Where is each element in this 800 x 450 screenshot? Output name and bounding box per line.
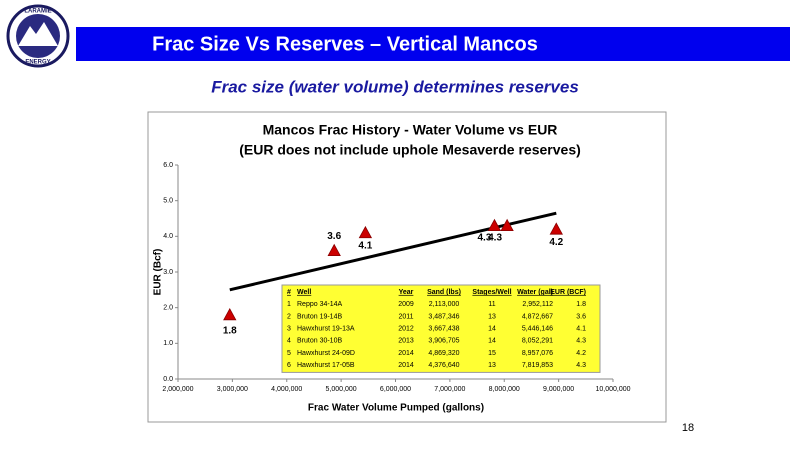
trendline <box>229 211 557 292</box>
table-cell: 2,952,112 <box>522 301 553 308</box>
table-cell: 13 <box>488 362 496 369</box>
logo-top: LARAMIE <box>24 9 51 15</box>
table-cell: Hawxhurst 17-05B <box>297 362 355 369</box>
data-label: 4.3 <box>478 232 492 243</box>
table-background <box>281 284 601 373</box>
logo-mountains <box>18 22 58 46</box>
table-cell: 4.1 <box>576 326 586 333</box>
page-number: 18 <box>682 422 694 434</box>
table-cell: 6 <box>287 362 291 369</box>
x-tick-label: 9,000,000 <box>543 386 574 393</box>
table-cell: 8,957,076 <box>522 350 553 357</box>
table-cell: 2014 <box>398 350 414 357</box>
table-cell: Bruton 19-14B <box>297 313 342 320</box>
data-point <box>549 222 563 235</box>
table-cell: 2009 <box>398 301 414 308</box>
data-label: 4.2 <box>549 237 563 248</box>
table-cell: 2,113,000 <box>429 301 460 308</box>
data-label: 4.3 <box>488 232 502 243</box>
data-point <box>327 243 341 257</box>
table-cell: 4 <box>287 338 291 345</box>
table-cell: 2011 <box>398 313 413 320</box>
chart-title: Mancos Frac History - Water Volume vs EU… <box>263 122 558 138</box>
y-axis-label: EUR (Bcf) <box>153 249 164 296</box>
table-header: Stages/Well <box>472 289 511 296</box>
table-header: Well <box>297 289 311 296</box>
chart-frame <box>147 111 667 423</box>
data-point <box>500 218 514 232</box>
data-label: 3.6 <box>327 231 341 242</box>
table-cell: 2013 <box>398 338 414 345</box>
title-bar <box>76 27 790 61</box>
table-cell: 4,376,640 <box>428 362 459 369</box>
x-tick-label: 5,000,000 <box>326 386 357 393</box>
table-cell: 4.3 <box>576 362 586 369</box>
table-header: EUR (BCF) <box>550 289 586 296</box>
y-tick-label: 0.0 <box>163 376 173 383</box>
table-cell: 3,487,346 <box>428 313 459 320</box>
x-tick-label: 7,000,000 <box>434 386 465 393</box>
table-cell: Hawxhurst 19-13A <box>297 326 355 333</box>
data-point <box>223 307 237 321</box>
logo: LARAMIE ENERGY <box>6 4 70 68</box>
table-header: Sand (lbs) <box>427 289 461 296</box>
x-axis-label: Frac Water Volume Pumped (gallons) <box>308 403 484 414</box>
data-label: 4.1 <box>358 240 372 251</box>
table-cell: 3,667,438 <box>428 326 459 333</box>
y-tick-label: 6.0 <box>163 162 173 169</box>
table-cell: 3.6 <box>576 313 586 320</box>
chart-title: (EUR does not include uphole Mesaverde r… <box>239 142 581 158</box>
x-tick-label: 8,000,000 <box>489 386 520 393</box>
table-header: # <box>287 289 291 296</box>
table-cell: 5 <box>287 350 291 357</box>
table-cell: 2014 <box>398 362 414 369</box>
table-cell: 4.3 <box>576 338 586 345</box>
data-point <box>487 218 502 232</box>
table-cell: 4,869,320 <box>428 350 459 357</box>
table-cell: 8,052,291 <box>522 338 553 345</box>
y-tick-label: 1.0 <box>163 340 173 347</box>
table-cell: 15 <box>488 350 496 357</box>
table-cell: 5,446,146 <box>522 326 553 333</box>
table-cell: 7,819,853 <box>522 362 553 369</box>
table-header: Year <box>399 289 414 296</box>
table-cell: 13 <box>488 313 496 320</box>
data-point <box>358 225 373 239</box>
x-tick-label: 2,000,000 <box>162 386 193 393</box>
table-header: Water (gal) <box>517 289 553 296</box>
x-tick-label: 10,000,000 <box>595 386 630 393</box>
table-cell: 3 <box>287 326 291 333</box>
x-tick-label: 4,000,000 <box>271 386 302 393</box>
slide-title: Frac Size Vs Reserves – Vertical Mancos <box>152 33 538 55</box>
table-cell: 2012 <box>398 326 414 333</box>
logo-bottom: ENERGY <box>25 60 50 66</box>
slide-subtitle: Frac size (water volume) determines rese… <box>211 77 579 96</box>
table-cell: 14 <box>488 326 496 333</box>
table-cell: Hawxhurst 24-09D <box>297 350 355 357</box>
table-cell: 3,906,705 <box>428 338 459 345</box>
table-cell: 14 <box>488 338 496 345</box>
table-cell: 1.8 <box>576 301 586 308</box>
table-cell: 4.2 <box>576 350 586 357</box>
y-tick-label: 4.0 <box>163 233 173 240</box>
table-cell: Reppo 34-14A <box>297 301 342 308</box>
table-cell: 1 <box>287 301 291 308</box>
table-cell: 2 <box>287 313 291 320</box>
table-cell: 4,872,667 <box>522 313 553 320</box>
y-tick-label: 5.0 <box>163 198 173 205</box>
y-tick-label: 2.0 <box>163 305 173 312</box>
data-label: 1.8 <box>223 325 237 336</box>
x-tick-label: 6,000,000 <box>380 386 411 393</box>
table-cell: 11 <box>488 301 495 308</box>
table-cell: Bruton 30-10B <box>297 338 342 345</box>
y-tick-label: 3.0 <box>163 269 173 276</box>
x-tick-label: 3,000,000 <box>217 386 248 393</box>
